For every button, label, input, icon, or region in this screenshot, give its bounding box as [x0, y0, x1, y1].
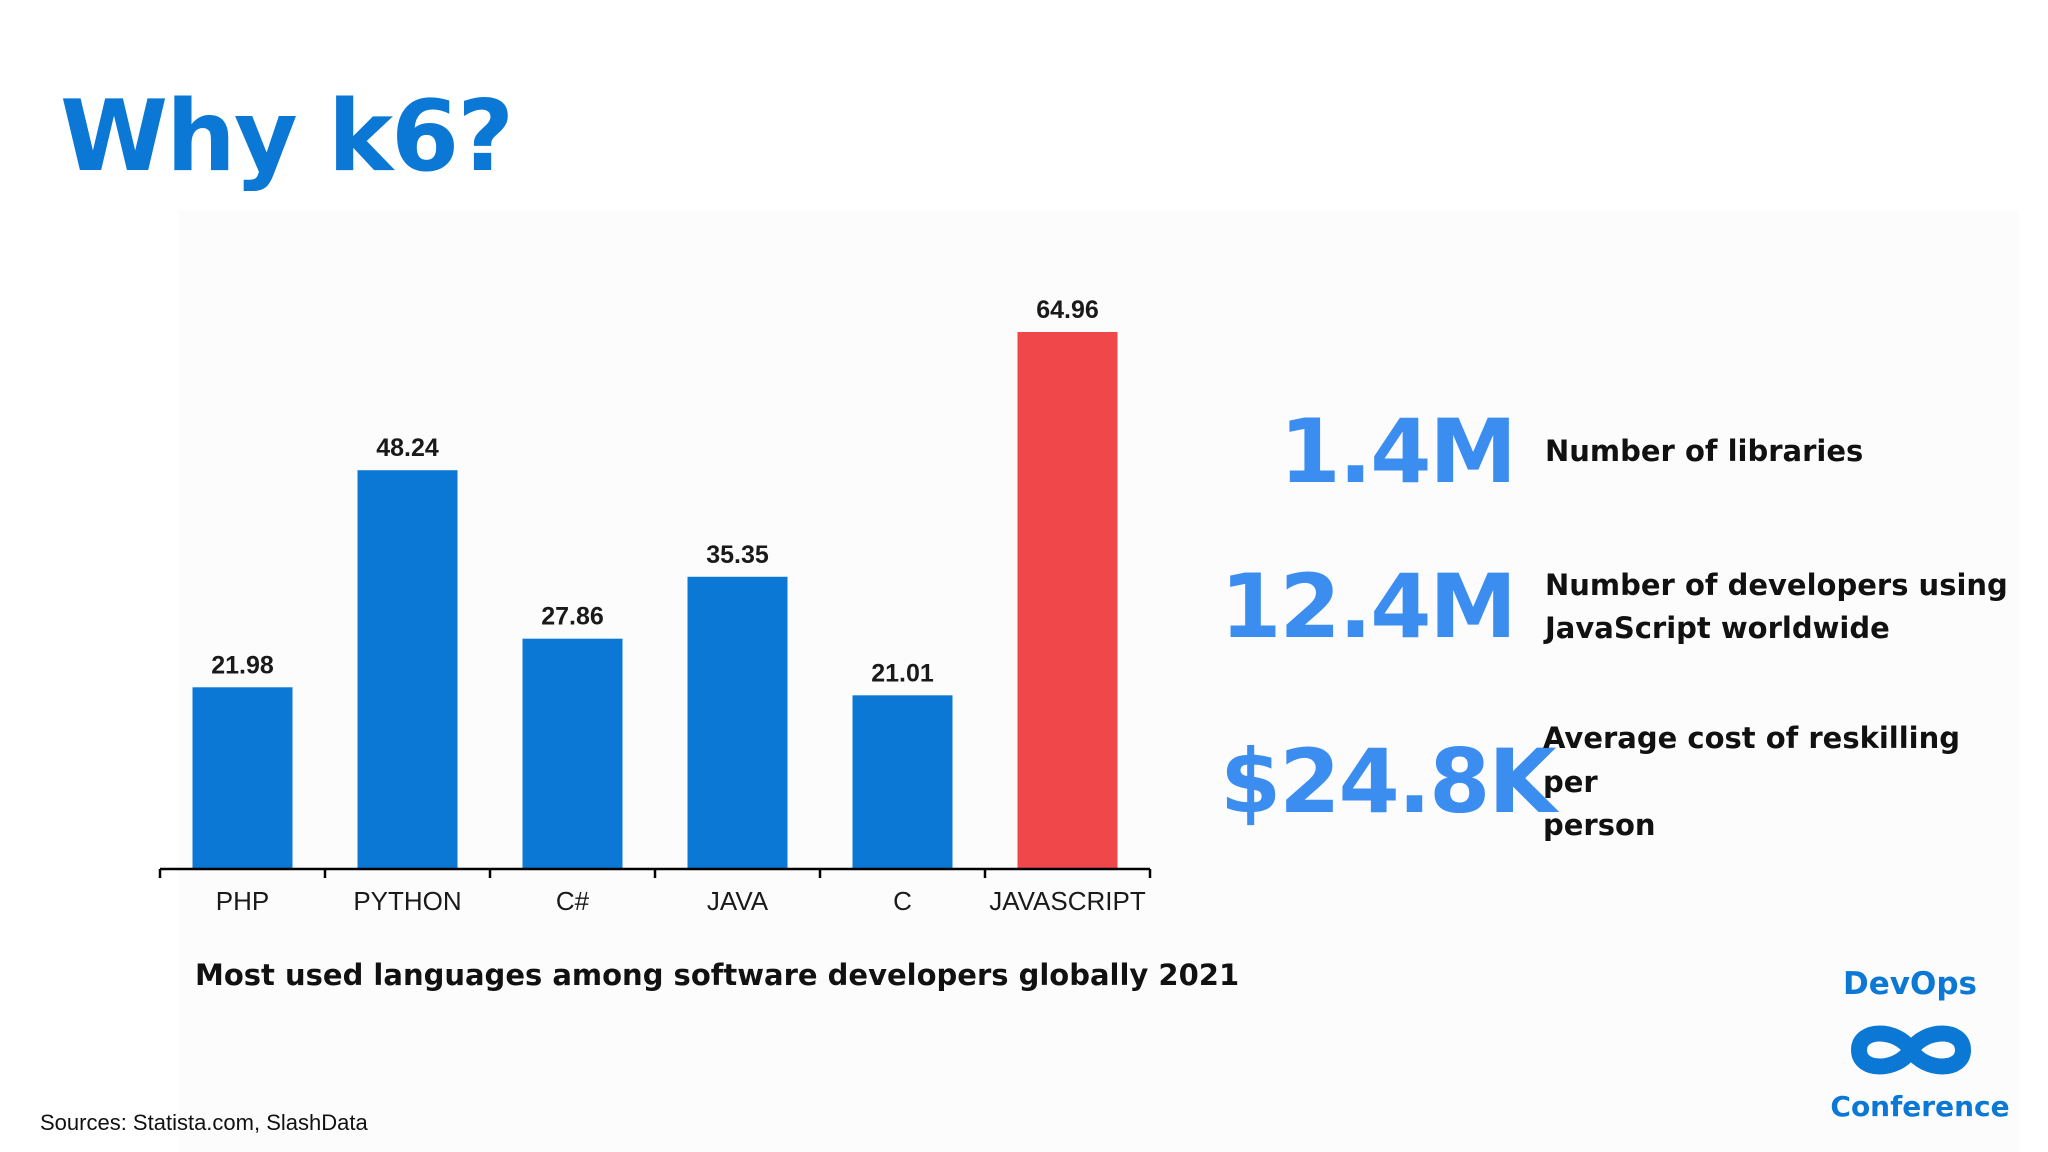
bar-java — [687, 576, 788, 869]
logo-text-bottom: Conference — [1830, 1090, 2010, 1123]
bar-c-sharp — [522, 638, 623, 869]
bar-c — [852, 695, 953, 869]
bar-javascript — [1017, 332, 1118, 869]
x-tick-label: PHP — [216, 886, 269, 916]
infinity-icon — [1851, 1025, 1971, 1075]
x-tick-label: PYTHON — [353, 886, 461, 916]
stat-libraries: 1.4M Number of libraries — [1220, 408, 2025, 496]
bar-value-label: 21.01 — [871, 659, 934, 687]
stat-value: 12.4M — [1220, 555, 1517, 658]
bar-value-label: 27.86 — [541, 603, 604, 631]
stat-description-line: Average cost of reskilling per — [1543, 721, 1961, 799]
logo-text-top: DevOps — [1843, 966, 1977, 1002]
ticks-layer — [158, 869, 1152, 878]
bar-value-label: 64.96 — [1036, 296, 1099, 324]
bar-php — [192, 687, 293, 869]
stat-description: Number of libraries — [1545, 430, 2025, 474]
bar-python — [357, 470, 458, 869]
stat-value: $24.8K — [1220, 730, 1557, 834]
stat-description: Average cost of reskilling per person — [1543, 717, 2023, 848]
bar-value-label: 21.98 — [211, 651, 274, 679]
stat-developers: 12.4M Number of developers using JavaScr… — [1220, 563, 2025, 651]
labels-layer: 21.98 PHP 48.24 PYTHON 27.86 C# 35.35 JAVA 21.01… — [211, 296, 1146, 916]
x-tick-label: C — [893, 886, 912, 916]
stat-description-line: Number of libraries — [1545, 434, 1864, 469]
stat-description: Number of developers using JavaScript wo… — [1545, 564, 2025, 651]
x-tick-label: JAVASCRIPT — [989, 886, 1146, 916]
x-tick-label: JAVA — [707, 886, 769, 916]
bar-value-label: 48.24 — [376, 434, 439, 462]
bars-layer — [192, 332, 1118, 869]
sources-note: Sources: Statista.com, SlashData — [40, 1110, 368, 1135]
stat-value: 1.4M — [1279, 400, 1517, 503]
stat-description-line: Number of developers using — [1545, 567, 2008, 602]
stat-description-line: JavaScript worldwide — [1545, 611, 1890, 645]
bar-value-label: 35.35 — [706, 541, 769, 569]
chart-title: Most used languages among software devel… — [195, 958, 1240, 992]
x-tick-label: C# — [556, 886, 590, 916]
stat-reskilling-cost: $24.8K Average cost of reskilling per pe… — [1220, 717, 2023, 848]
page-title: Why k6? — [60, 80, 514, 194]
conference-logo: DevOps Conference — [1820, 960, 2020, 1130]
stat-description-line: person — [1543, 808, 1656, 842]
